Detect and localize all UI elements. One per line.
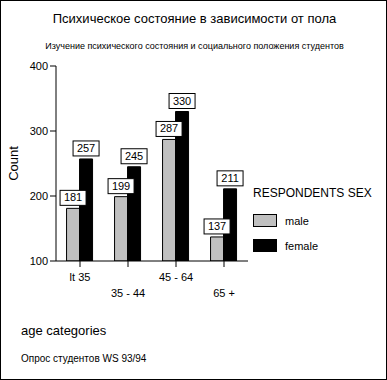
svg-text:181: 181 (64, 191, 82, 203)
html-text:female: female (285, 239, 318, 252)
svg-text:65 +: 65 + (213, 287, 235, 299)
svg-text:lt 35: lt 35 (70, 271, 91, 283)
svg-text:137: 137 (208, 220, 226, 232)
svg-text:257: 257 (77, 142, 95, 154)
svg-text:287: 287 (160, 122, 178, 134)
svg-text:199: 199 (112, 180, 130, 192)
svg-text:35 - 44: 35 - 44 (111, 287, 145, 299)
svg-text:200: 200 (30, 190, 48, 202)
html-text:male: male (285, 214, 309, 227)
svg-text:300: 300 (30, 125, 48, 137)
svg-text:100: 100 (30, 255, 48, 267)
html-text:Психическое состояние в зависи: Психическое состояние в зависимости от п… (52, 11, 337, 26)
svg-text:Count: Count (8, 146, 21, 181)
svg-text:45 - 64: 45 - 64 (159, 271, 193, 283)
html-text:RESPONDENTS SEX: RESPONDENTS SEX (253, 186, 372, 200)
html-text:Изучение психического состояни: Изучение психического состояния и социал… (45, 41, 344, 51)
svg-text:400: 400 (30, 60, 48, 72)
svg-text:245: 245 (125, 150, 143, 162)
svg-text:330: 330 (173, 95, 191, 107)
html-text:age categories: age categories (21, 323, 107, 338)
html-text:Опрос студентов WS 93/94: Опрос студентов WS 93/94 (21, 353, 147, 364)
svg-text:211: 211 (221, 172, 239, 184)
